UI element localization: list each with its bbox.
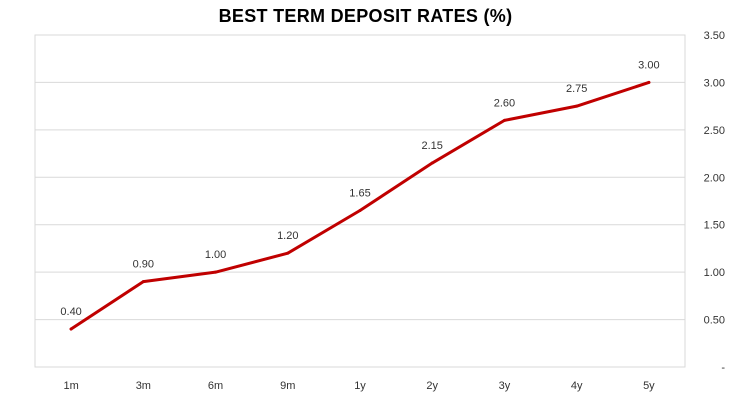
data-point xyxy=(502,118,506,122)
data-label: 3.00 xyxy=(638,59,659,71)
data-label: 1.20 xyxy=(277,230,298,242)
data-point xyxy=(647,80,651,84)
data-point xyxy=(286,251,290,255)
y-tick-label: 3.50 xyxy=(704,30,725,42)
y-tick-label: 1.00 xyxy=(704,267,725,279)
x-tick-label: 3m xyxy=(136,380,151,392)
x-tick-label: 2y xyxy=(426,380,438,392)
data-label: 1.00 xyxy=(205,249,226,261)
y-tick-label: 1.50 xyxy=(704,220,725,232)
data-point xyxy=(141,280,145,284)
series-line xyxy=(69,80,651,331)
y-tick-label: 2.00 xyxy=(704,172,725,184)
y-tick-label: 2.50 xyxy=(704,125,725,137)
data-label: 0.90 xyxy=(133,259,154,271)
x-tick-label: 1m xyxy=(63,380,78,392)
x-tick-label: 9m xyxy=(280,380,295,392)
data-label: 2.15 xyxy=(422,140,443,152)
data-point xyxy=(430,161,434,165)
plot-area-border xyxy=(34,34,686,368)
data-label: 2.75 xyxy=(566,83,587,95)
y-tick-label: 3.00 xyxy=(704,77,725,89)
x-tick-label: 4y xyxy=(571,380,583,392)
data-labels: 0.40 0.90 1.00 1.20 1.65 2.15 2.60 2.75 3.00 xyxy=(60,59,660,331)
data-point xyxy=(575,104,579,108)
x-tick-label: 3y xyxy=(499,380,511,392)
gridlines xyxy=(35,81,685,321)
y-tick-label: - xyxy=(721,362,725,374)
x-tick-label: 5y xyxy=(643,380,655,392)
data-point xyxy=(358,208,362,212)
data-point xyxy=(214,270,218,274)
y-axis-tick-labels: - 0.50 1.00 1.50 2.00 2.50 3.00 3.50 xyxy=(704,30,726,374)
data-label: 1.65 xyxy=(349,187,370,199)
x-axis-tick-labels: 1m 3m 6m 9m 1y 2y 3y 4y 5y xyxy=(63,380,655,392)
x-tick-label: 1y xyxy=(354,380,366,392)
y-tick-label: 0.50 xyxy=(704,315,725,327)
chart-title: BEST TERM DEPOSIT RATES (%) xyxy=(218,6,513,26)
data-label: 2.60 xyxy=(494,97,515,109)
data-point xyxy=(69,327,73,331)
x-tick-label: 6m xyxy=(208,380,223,392)
data-label: 0.40 xyxy=(60,306,81,318)
